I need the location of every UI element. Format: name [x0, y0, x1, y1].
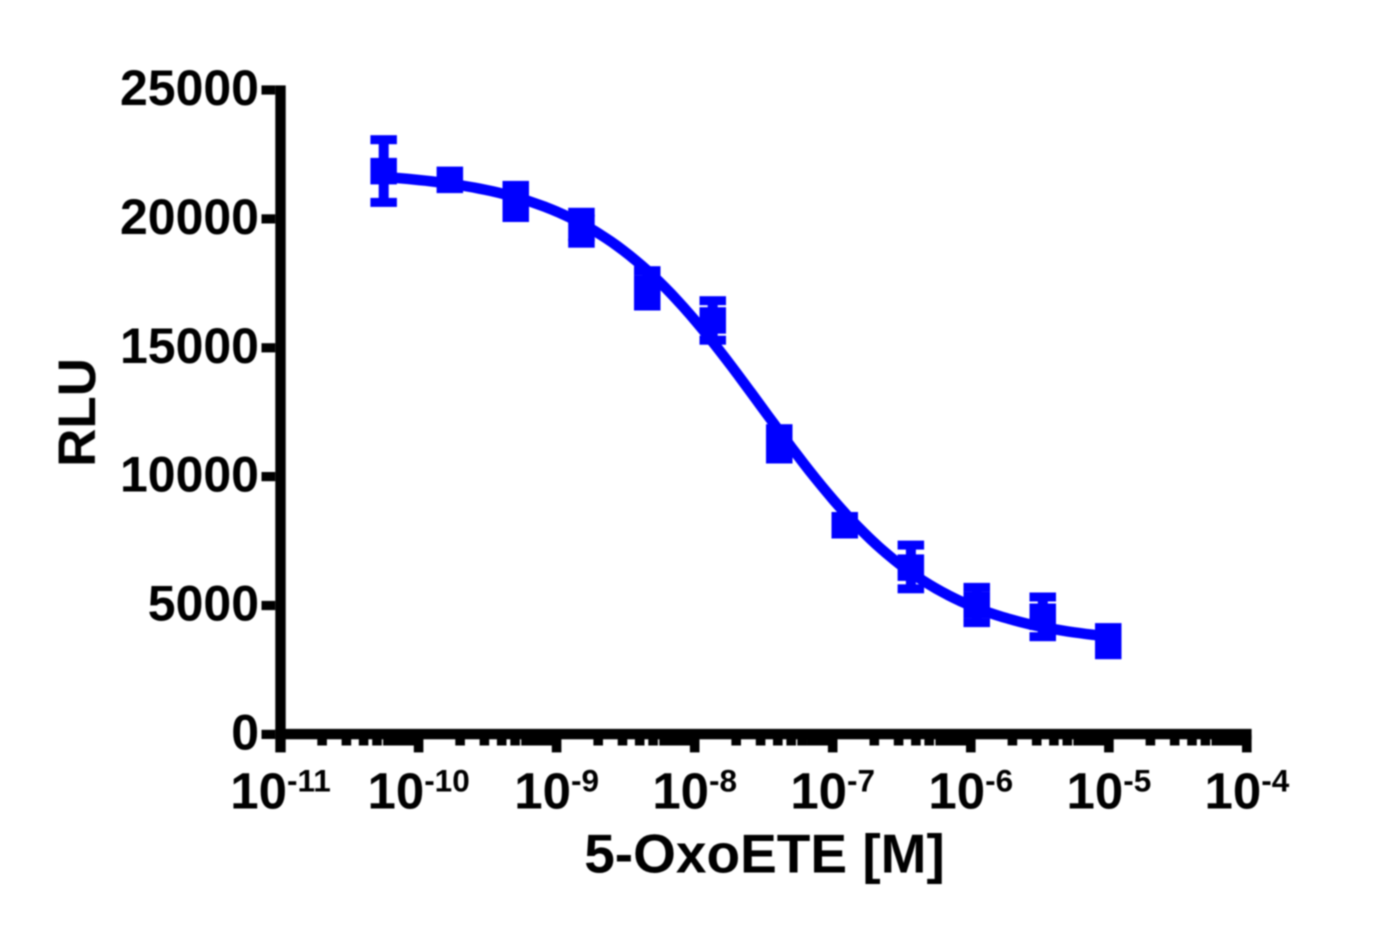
svg-text:10-5: 10-5	[1067, 763, 1152, 820]
svg-text:10-11: 10-11	[230, 763, 331, 820]
svg-text:10000: 10000	[120, 447, 259, 503]
svg-text:5000: 5000	[148, 576, 259, 632]
svg-text:15000: 15000	[120, 318, 259, 374]
svg-text:5-OxoETE [M]: 5-OxoETE [M]	[584, 823, 945, 885]
svg-text:20000: 20000	[120, 189, 259, 245]
svg-text:0: 0	[231, 704, 259, 760]
svg-text:25000: 25000	[120, 60, 259, 116]
svg-text:RLU: RLU	[48, 358, 107, 467]
